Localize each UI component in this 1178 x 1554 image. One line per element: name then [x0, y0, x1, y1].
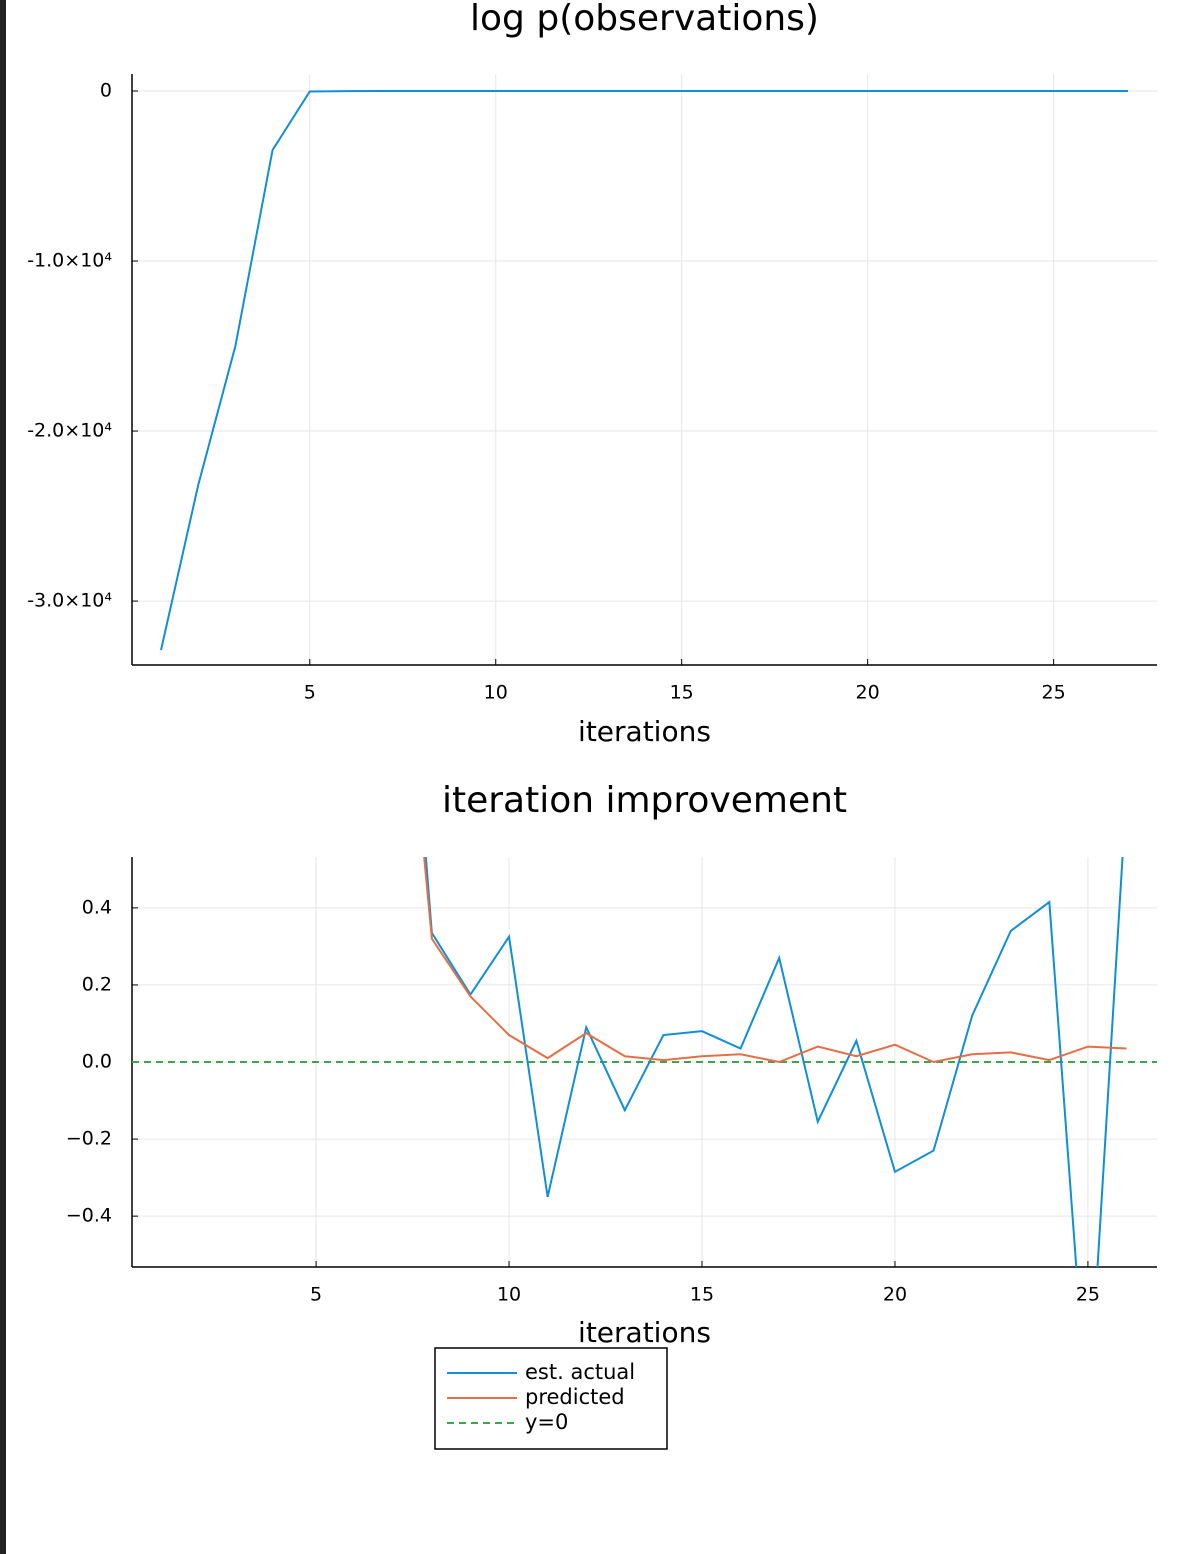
y-tick-label: -3.0×10⁴ [27, 590, 112, 612]
chart-title: iteration improvement [442, 780, 847, 821]
window-edge [0, 0, 6, 1554]
plot-area [160, 90, 1128, 651]
x-axis-label: iterations [578, 715, 711, 748]
x-tick-label: 25 [1076, 1284, 1100, 1306]
x-tick-label: 20 [856, 682, 880, 704]
legend-label: est. actual [525, 1360, 635, 1384]
x-tick-label: 5 [304, 682, 316, 704]
x-tick-label: 25 [1042, 682, 1066, 704]
data-line [423, 857, 1127, 1064]
x-tick-label: 15 [690, 1284, 714, 1306]
y-tick-label: 0.4 [82, 896, 112, 918]
legend-label: y=0 [525, 1410, 568, 1434]
y-tick-label: −0.2 [66, 1128, 112, 1150]
legend-label: predicted [525, 1385, 625, 1409]
y-tick-label: 0.2 [82, 973, 112, 995]
plot-area [132, 857, 1157, 1267]
x-tick-label: 10 [484, 682, 508, 704]
x-axis-label: iterations [578, 1316, 711, 1349]
x-tick-label: 20 [883, 1284, 907, 1306]
x-tick-label: 5 [310, 1284, 322, 1306]
data-line [160, 90, 1128, 651]
x-tick-label: 15 [670, 682, 694, 704]
chart-title: log p(observations) [470, 0, 819, 39]
x-tick-label: 10 [497, 1284, 521, 1306]
legend-box [434, 1347, 668, 1450]
y-tick-label: -2.0×10⁴ [27, 420, 112, 442]
y-tick-label: 0 [100, 80, 112, 102]
data-line [424, 857, 1124, 1267]
y-tick-label: −0.4 [66, 1205, 112, 1227]
y-tick-label: -1.0×10⁴ [27, 250, 112, 272]
y-tick-label: 0.0 [82, 1051, 112, 1073]
